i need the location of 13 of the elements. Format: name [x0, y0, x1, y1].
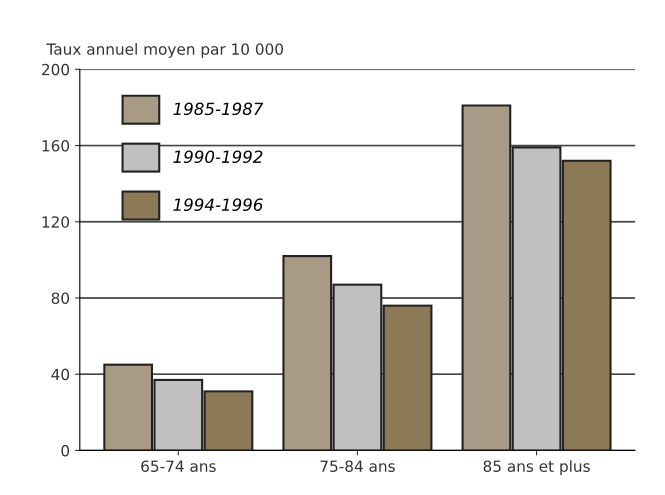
legend-label: 1990-1992 — [173, 150, 262, 164]
y-tick-label: 200 — [42, 64, 70, 76]
y-tick-label: 40 — [51, 368, 70, 380]
legend-label: 1985-1987 — [173, 102, 264, 116]
x-tick-label: 85 ans et plus — [484, 460, 590, 475]
y-tick-label: 120 — [42, 216, 70, 228]
y-tick-label: 160 — [42, 140, 70, 152]
y-tick-label: 0 — [61, 444, 70, 456]
x-tick-label: 75-84 ans — [320, 460, 395, 472]
legend-label: 1994-1996 — [173, 198, 263, 211]
y-tick-label: 80 — [52, 292, 70, 304]
x-tick-label: 65-74 ans — [141, 460, 216, 472]
y-axis-title: Taux annuel moyen par 10 000 — [46, 43, 283, 58]
